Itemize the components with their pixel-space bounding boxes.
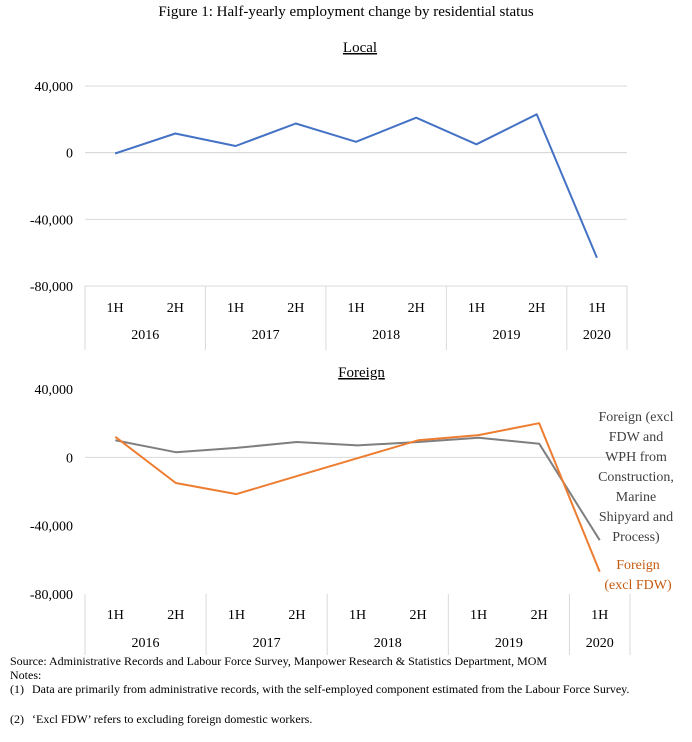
series-line xyxy=(114,113,598,259)
series-label: (excl FDW) xyxy=(604,578,672,593)
year-label: 2017 xyxy=(252,328,280,343)
series-label: Construction, xyxy=(598,470,674,485)
series-label: Foreign (excl xyxy=(598,410,673,425)
x-tick-label: 1H xyxy=(349,608,366,623)
year-label: 2018 xyxy=(374,636,402,651)
x-tick-label: 2H xyxy=(531,608,548,623)
note-number: (2) xyxy=(10,712,24,726)
x-tick-label: 1H xyxy=(470,608,487,623)
note-item: (1) Data are primarily from administrativ… xyxy=(10,683,652,696)
year-label: 2019 xyxy=(493,328,521,343)
series-line xyxy=(115,436,601,541)
x-tick-label: 2H xyxy=(167,608,184,623)
foreign-chart: Foreign 40,000 0 -40,000 -80,000 1H 2H 1H 2H 1H 2H… xyxy=(30,365,674,655)
y-tick-label: -40,000 xyxy=(30,520,73,535)
y-tick-label: 0 xyxy=(66,451,73,466)
note-number: (1) xyxy=(10,682,24,696)
x-tick-label: 1H xyxy=(468,301,485,316)
x-tick-label: 2H xyxy=(408,301,425,316)
y-tick-label: 40,000 xyxy=(35,383,74,398)
x-tick-label: 1H xyxy=(107,608,124,623)
y-tick-label: -80,000 xyxy=(30,280,73,295)
series-label: FDW and xyxy=(609,430,664,445)
series-label: WPH from xyxy=(605,450,667,465)
x-tick-label: 2H xyxy=(167,301,184,316)
year-label: 2020 xyxy=(586,636,614,651)
x-tick-label: 2H xyxy=(288,608,305,623)
note-text: ‘Excl FDW’ refers to excluding foreign d… xyxy=(32,712,313,726)
x-tick-label: 1H xyxy=(591,608,608,623)
year-label: 2019 xyxy=(495,636,523,651)
notes-label: Notes: xyxy=(10,668,42,682)
x-tick-label: 1H xyxy=(107,301,124,316)
x-tick-label: 1H xyxy=(227,301,244,316)
year-label: 2017 xyxy=(253,636,281,651)
x-tick-label: 1H xyxy=(228,608,245,623)
x-tick-label: 1H xyxy=(347,301,364,316)
series-label: Shipyard and xyxy=(599,510,673,525)
y-tick-label: -80,000 xyxy=(30,588,73,603)
y-tick-label: 0 xyxy=(66,147,73,162)
series-label: Foreign xyxy=(616,558,660,573)
figure-title: Figure 1: Half-yearly employment change … xyxy=(158,4,534,20)
x-tick-label: 2H xyxy=(409,608,426,623)
series-label: Marine xyxy=(616,490,656,505)
y-tick-label: 40,000 xyxy=(35,80,74,95)
year-label: 2016 xyxy=(131,328,159,343)
source-note: Source: Administrative Records and Labou… xyxy=(10,654,548,668)
y-tick-label: -40,000 xyxy=(30,213,73,228)
x-tick-label: 2H xyxy=(287,301,304,316)
series-label: Process) xyxy=(612,530,660,545)
year-label: 2016 xyxy=(132,636,160,651)
series-line xyxy=(114,422,601,573)
chart-title: Local xyxy=(343,40,377,56)
x-tick-label: 2H xyxy=(528,301,545,316)
note-text: Data are primarily from administrative r… xyxy=(32,682,630,696)
year-label: 2018 xyxy=(372,328,400,343)
local-chart: Local 40,000 0 -40,000 -80,000 1H 2H 1H 2H 1H 2H 1H… xyxy=(30,40,628,350)
x-tick-label: 1H xyxy=(588,301,605,316)
year-label: 2020 xyxy=(583,328,611,343)
note-item: (2) ‘Excl FDW’ refers to excluding foreig… xyxy=(10,713,652,726)
chart-title: Foreign xyxy=(338,365,385,381)
